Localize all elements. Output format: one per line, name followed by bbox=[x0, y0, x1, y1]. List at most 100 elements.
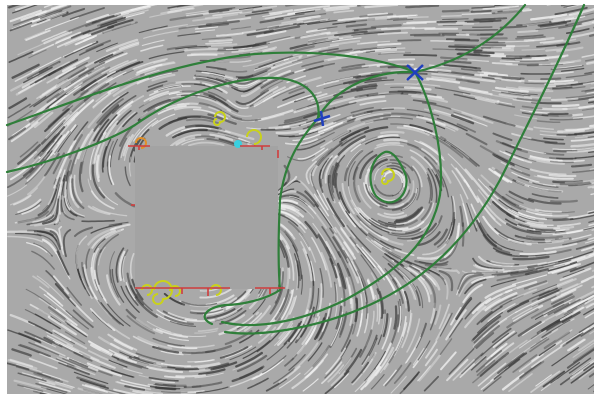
streamline-streak bbox=[329, 95, 360, 106]
streamline-streak bbox=[434, 304, 442, 325]
streamline-streak bbox=[100, 12, 130, 23]
streamline-streak bbox=[34, 337, 57, 348]
streamline-streak bbox=[232, 355, 263, 371]
streamline-streak bbox=[339, 314, 347, 336]
streamline-streak bbox=[438, 303, 450, 330]
streamline-streak bbox=[205, 19, 240, 26]
streamline-streak bbox=[236, 89, 270, 106]
streamline-streak bbox=[54, 332, 76, 345]
streamline-streak bbox=[424, 348, 438, 367]
streamline-streak bbox=[33, 87, 62, 108]
streamline-streak bbox=[185, 10, 209, 15]
streamline-streak bbox=[429, 310, 438, 331]
streamline-streak bbox=[43, 379, 73, 390]
streamline-streak bbox=[64, 33, 91, 47]
streamline-streak bbox=[309, 260, 316, 282]
streamline-streak bbox=[274, 125, 300, 130]
streamline-streak bbox=[482, 317, 508, 338]
streamline-streak bbox=[125, 281, 136, 301]
streamline-streak bbox=[539, 21, 568, 28]
streamline-streak bbox=[383, 116, 414, 120]
streamline-streak bbox=[43, 336, 63, 348]
streamline-streak bbox=[131, 278, 144, 301]
streamline-streak bbox=[411, 95, 449, 103]
streamline-streak bbox=[569, 360, 594, 380]
streamline-streak bbox=[565, 73, 593, 79]
streamline-streak bbox=[314, 203, 333, 229]
streamline-streak bbox=[560, 67, 585, 72]
streamline-streak bbox=[298, 14, 320, 19]
streamline-streak bbox=[497, 310, 518, 325]
streamline-streak bbox=[438, 269, 454, 292]
streamline-streak bbox=[551, 103, 580, 108]
streamline-streak bbox=[304, 121, 337, 135]
streamline-streak bbox=[379, 240, 402, 251]
streamline-streak bbox=[31, 56, 62, 73]
streamline-streak bbox=[321, 226, 342, 258]
streamline-streak bbox=[108, 155, 115, 186]
streamline-streak bbox=[313, 193, 330, 217]
separatrices bbox=[5, 3, 586, 335]
streamline-streak bbox=[141, 39, 165, 47]
streamline-streak bbox=[319, 120, 355, 136]
streamline-streak bbox=[188, 367, 214, 373]
streamline-streak bbox=[550, 65, 584, 70]
streamline-streak bbox=[177, 32, 201, 37]
streamline-streak bbox=[13, 194, 32, 206]
streamline-streak bbox=[43, 293, 73, 318]
streamline-streak bbox=[57, 169, 66, 199]
streamline-streak bbox=[586, 60, 594, 64]
streamline-streak bbox=[52, 339, 83, 356]
streamline-streak bbox=[147, 80, 168, 88]
streamline-streak bbox=[472, 361, 499, 384]
streamline-streak bbox=[482, 5, 519, 10]
streamline-streak bbox=[553, 255, 586, 267]
streamline-streak bbox=[154, 383, 177, 387]
streamline-streak bbox=[359, 220, 389, 241]
streamline-streak bbox=[259, 80, 284, 94]
streamline-streak bbox=[324, 357, 343, 379]
streamline-streak bbox=[97, 141, 106, 179]
streamline-streak bbox=[73, 42, 93, 53]
streamline-streak bbox=[21, 204, 41, 215]
streamline-streak bbox=[212, 11, 243, 17]
streamline-streak bbox=[33, 111, 54, 129]
streamline-streak bbox=[500, 245, 524, 252]
streamline-streak bbox=[64, 321, 87, 338]
streamline-streak bbox=[505, 339, 528, 357]
streamline-streak bbox=[149, 86, 182, 96]
spiral-icon bbox=[381, 168, 395, 185]
streamline-streak bbox=[195, 125, 226, 132]
streamline-streak bbox=[459, 205, 464, 227]
streamline-streak bbox=[437, 221, 453, 248]
streamline-streak bbox=[53, 124, 77, 155]
streamline-streak bbox=[471, 275, 495, 284]
streamline-streak bbox=[215, 59, 252, 63]
streamline-streak bbox=[393, 305, 398, 330]
streamline-streak bbox=[405, 336, 421, 364]
streamline-streak bbox=[377, 134, 399, 139]
streamline-streak bbox=[305, 27, 327, 34]
streamline-streak bbox=[480, 305, 503, 323]
streamline-streak bbox=[112, 95, 137, 114]
streamline-streak bbox=[311, 236, 327, 271]
streamline-streak bbox=[482, 215, 510, 242]
streamline-streak bbox=[406, 260, 440, 276]
streamline-streak bbox=[352, 150, 374, 180]
streamline-streak bbox=[456, 123, 477, 133]
streamline-streak bbox=[434, 87, 471, 95]
streamline-streak bbox=[578, 339, 594, 352]
streamline-streak bbox=[430, 120, 456, 132]
streamline-streak bbox=[457, 273, 484, 294]
streamline-streak bbox=[59, 74, 89, 94]
streamline-streak bbox=[557, 129, 585, 133]
streamline-streak bbox=[208, 362, 230, 370]
streamline-streak bbox=[175, 136, 196, 146]
streamline-streak bbox=[138, 61, 175, 73]
streamline-streak bbox=[346, 267, 357, 304]
streamline-streak bbox=[391, 278, 404, 304]
streamline-streak bbox=[572, 342, 594, 358]
streamline-streak bbox=[436, 117, 468, 132]
streamline-streak bbox=[334, 283, 338, 317]
streamline-streak bbox=[566, 149, 594, 153]
